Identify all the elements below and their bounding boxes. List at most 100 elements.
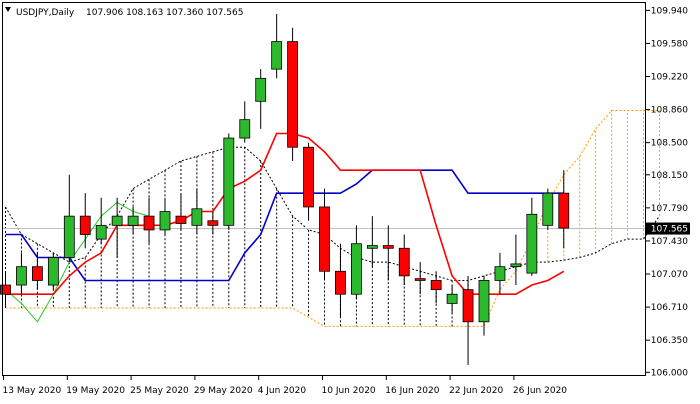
candle: [255, 69, 267, 129]
candle-body: [430, 280, 442, 291]
plot-frame: [2, 2, 646, 376]
candle-body: [398, 247, 410, 277]
candle-body: [47, 257, 59, 286]
candle: [382, 225, 394, 281]
candle-body: [382, 245, 394, 249]
candle-body: [207, 220, 219, 226]
candle: [350, 225, 362, 299]
triangle-down-icon: [5, 7, 11, 12]
y-tick-label: 109.580: [651, 39, 688, 49]
y-tick-label: 108.150: [651, 171, 688, 181]
candle-body: [271, 41, 283, 70]
candle-body: [414, 278, 426, 281]
candle-body: [446, 293, 458, 304]
y-tick-label: 107.790: [651, 204, 688, 214]
candle: [430, 271, 442, 304]
x-tick-label: 26 Jun 2020: [513, 386, 567, 396]
candle-body: [303, 146, 314, 208]
kijun-sen-line: [5, 169, 564, 282]
candle-body: [32, 266, 43, 281]
y-tick-label: 106.710: [651, 303, 688, 313]
symbol-timeframe: USDJPY,Daily: [16, 8, 75, 18]
candle: [335, 243, 346, 318]
x-tick-label: 13 May 2020: [3, 386, 62, 396]
x-tick-label: 4 Jun 2020: [258, 386, 307, 396]
candle-body: [239, 119, 251, 139]
candle: [239, 101, 251, 143]
candle: [127, 206, 139, 235]
candle: [510, 234, 522, 286]
candle: [223, 133, 235, 230]
y-tick-label: 107.430: [651, 237, 688, 247]
candle-body: [255, 77, 267, 102]
candle: [303, 142, 314, 221]
current-price-label: 107.565: [651, 225, 688, 235]
candle-body: [350, 243, 362, 295]
senkou-span-a-line: [5, 146, 660, 281]
candle: [191, 188, 203, 235]
candle-body: [526, 213, 538, 274]
candle-body: [366, 245, 378, 249]
candle-body: [159, 211, 171, 231]
candle-body: [287, 41, 299, 148]
y-tick-label: 108.860: [651, 106, 688, 116]
x-tick-label: 16 Jun 2020: [385, 386, 439, 396]
candle: [462, 275, 474, 365]
candle: [63, 174, 75, 263]
candle: [95, 197, 107, 244]
candle-body: [79, 215, 91, 235]
candle: [542, 188, 554, 230]
candle: [271, 14, 283, 79]
candle: [175, 193, 187, 230]
candle: [446, 285, 458, 313]
candle-body: [462, 289, 474, 323]
candle: [143, 197, 155, 244]
y-tick-label: 109.220: [651, 72, 688, 82]
candle: [16, 252, 27, 295]
candle: [111, 197, 123, 258]
y-tick-label: 106.000: [651, 368, 688, 378]
candle-body: [478, 280, 490, 323]
candle-body: [127, 215, 139, 226]
candle: [494, 252, 506, 295]
candle-body: [494, 266, 506, 281]
current-price-label-box: [646, 222, 690, 235]
chikou-span-line: [5, 201, 150, 323]
candle-body: [335, 270, 346, 295]
ohlc-values: 107.906 108.163 107.360 107.565: [86, 8, 243, 18]
candle: [526, 197, 538, 276]
candle: [0, 271, 11, 309]
candle: [159, 197, 171, 235]
candle: [47, 252, 59, 290]
y-tick-label: 109.940: [651, 6, 688, 16]
candle: [478, 275, 490, 336]
candle-body: [558, 192, 570, 229]
candle: [366, 216, 378, 267]
candle-body: [111, 215, 123, 226]
x-tick-label: 29 May 2020: [194, 386, 253, 396]
y-tick-label: 107.070: [651, 270, 688, 280]
candle-body: [63, 215, 75, 258]
candle: [32, 252, 43, 290]
candle: [287, 27, 299, 162]
candle-body: [143, 215, 155, 231]
candle-body: [16, 266, 27, 286]
y-tick-label: 106.350: [651, 336, 688, 346]
y-tick-label: 108.500: [651, 139, 688, 149]
candle-body: [223, 137, 235, 226]
x-tick-label: 10 Jun 2020: [322, 386, 376, 396]
x-tick-label: 25 May 2020: [130, 386, 189, 396]
x-tick-label: 19 May 2020: [66, 386, 125, 396]
candle-body: [542, 192, 554, 226]
candle-body: [191, 208, 203, 226]
candle-body: [0, 284, 11, 295]
candle-body: [510, 263, 522, 268]
candle: [414, 262, 426, 295]
candle: [558, 170, 570, 249]
candle: [398, 234, 410, 286]
candle-body: [175, 215, 187, 224]
candle-body: [95, 224, 107, 240]
candle: [319, 188, 330, 281]
